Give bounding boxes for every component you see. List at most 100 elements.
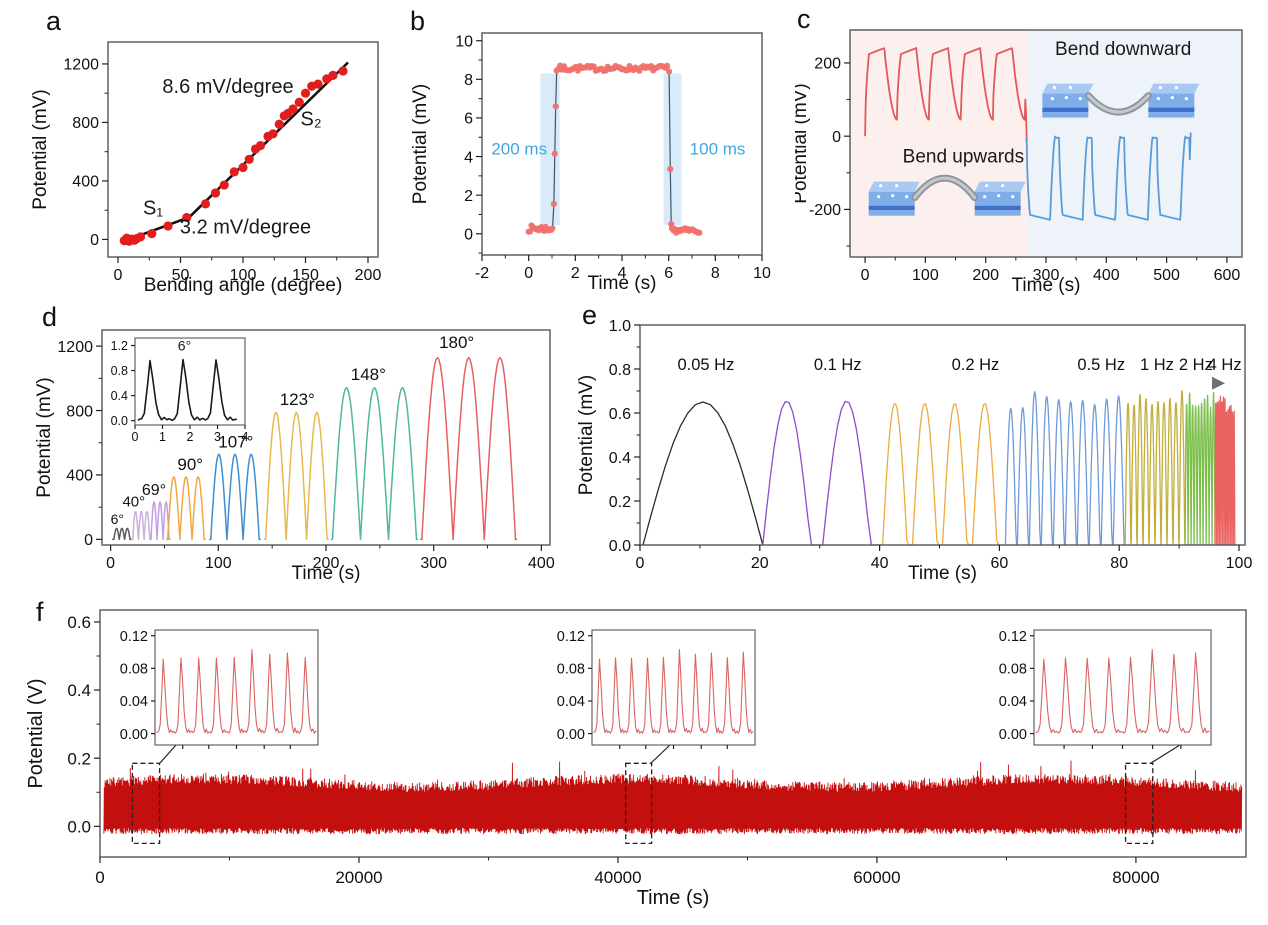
x-axis-label: Time (s) [1012,275,1081,296]
peak-group-label: 123° [280,390,315,409]
background-zone [850,30,1028,257]
annotation: Bend upwards [903,147,1024,168]
x-tick-label: 0 [132,430,139,444]
x-tick-label: 200 [355,267,382,284]
y-tick-label: 0.04 [557,694,585,710]
y-axis-label: Potential (mV) [30,89,51,209]
panel-letter-c: c [797,4,811,34]
y-tick-label: 1.0 [609,318,631,335]
y-tick-label: 0.4 [609,450,631,467]
x-axis-label: Time (s) [292,563,361,584]
y-tick-label: 0.4 [111,389,128,403]
x-tick-label: 0 [114,267,123,284]
x-tick-label: 0 [861,267,870,284]
peak-group-label: 148° [351,365,386,384]
y-axis-label: Potential (mV) [34,377,55,497]
axes: 0 100 200 300 400 500 600 -200 0 200 Time (s) Poten… [795,29,1243,296]
x-tick-label: 50 [172,267,190,284]
peak-group-label: 69° [142,482,166,499]
y-tick-label: 0.00 [999,727,1027,743]
x-tick-label: 200 [972,267,999,284]
zoom-region-box [1124,762,1154,845]
annotation: Bend downward [1055,39,1191,60]
y-tick-label: 0.4 [67,681,91,700]
x-tick-label: 3 [214,430,221,444]
panel-c: c 0 100 200 300 400 500 600 -200 0 200 Time (s) Pot… [795,0,1268,300]
annotation: 100 ms [690,140,746,159]
x-tick-label: 400 [528,555,555,572]
peak-group-label: 107° [218,433,253,452]
x-tick-label: 100 [205,555,232,572]
x-tick-label: -2 [475,265,489,282]
x-tick-label: 80 [1110,555,1128,572]
x-tick-label: 40000 [594,868,641,887]
y-tick-label: 0.08 [120,662,148,678]
axes: 0.00 0.04 0.08 0.12 [557,629,756,749]
annotation: 3.2 mV/degree [180,216,311,238]
annotation: S₁ [143,198,163,220]
y-tick-label: 0.12 [557,629,585,645]
inset-connector-line [650,744,671,764]
step-response [525,62,703,236]
y-tick-label: 0 [84,532,93,549]
peak-group-label: 180° [439,333,474,352]
bend-downward-signal [1025,132,1192,221]
axes: 0.00 0.04 0.08 0.12 [999,629,1212,749]
x-tick-label: 8 [711,265,720,282]
panel-d: d 6° 40° 69° 90° 107° 123° 148° 180° 0 100 200 300 4… [30,300,575,595]
zoom-region-box [131,762,161,845]
measured-points [119,66,348,246]
axes: -2 0 2 4 6 8 10 0 2 4 6 8 10 Time (s) Potential (mV) [410,32,771,294]
y-tick-label: 0.12 [120,629,148,645]
bend-upwards-signal [864,47,1028,140]
y-tick-label: 0 [832,129,841,146]
annotation: 6° [178,338,191,354]
panel-e: e 0.05 Hz 0.1 Hz 0.2 Hz 0.5 Hz 1 Hz 2 Hz 4 Hz 0… [575,300,1268,595]
x-tick-label: 60 [991,555,1009,572]
y-tick-label: 0.00 [557,727,585,743]
x-tick-label: 500 [1153,267,1180,284]
axes: 0 100 200 300 400 0 400 800 1200 Time (s) Potentia… [34,329,555,584]
panel-letter-e: e [582,300,598,330]
y-tick-label: 1200 [63,57,99,74]
background-zone [1027,30,1242,257]
x-tick-label: 200 [313,555,340,572]
y-tick-label: 2 [464,188,473,205]
panel-letter-a: a [46,6,62,36]
panel-f: f 0 20000 40000 60000 80000 0.0 0.2 0.4 0.6 Time … [0,595,1268,925]
y-tick-label: 0.6 [609,406,631,423]
x-tick-label: 2 [187,430,194,444]
zoom-waveform-1 [156,648,317,734]
x-tick-label: 150 [292,267,319,284]
y-tick-label: 1200 [57,339,93,356]
y-tick-label: 1.2 [111,339,128,353]
axes: 0 20000 40000 60000 80000 0.0 0.2 0.4 0.6 Time (s… [25,609,1247,909]
panel-b: b -2 0 2 4 6 8 10 0 2 4 6 8 10 Time (s) Potential (mV)… [398,0,795,300]
y-tick-label: 0.08 [557,662,585,678]
x-tick-label: 300 [420,555,447,572]
axes: 0 1 2 3 4 0.0 0.4 0.8 1.2 [111,337,249,444]
axes: 0 20 40 60 80 100 0.0 0.2 0.4 0.6 0.8 1.0 Time (s) Po… [576,318,1252,584]
y-tick-label: 0.04 [999,694,1027,710]
y-tick-label: 0 [90,232,99,249]
y-tick-label: 0.08 [999,662,1027,678]
x-axis-label: Bending angle (degree) [144,275,343,296]
x-tick-label: 4 [242,430,249,444]
y-axis-label: Potential (V) [25,678,47,788]
y-tick-label: 10 [455,33,473,50]
annotation: S₂ [301,108,322,130]
y-tick-label: 400 [66,468,93,485]
y-tick-label: 0.6 [67,613,91,632]
panel-letter-d: d [42,302,58,332]
six-degree-waveform [137,358,237,422]
x-tick-label: 0 [636,555,645,572]
x-axis-label: Time (s) [637,887,710,909]
y-tick-label: -200 [809,202,841,219]
y-tick-label: 800 [72,115,99,132]
y-tick-label: 0.8 [609,362,631,379]
x-tick-label: 80000 [1112,868,1159,887]
inset-connector-line [159,744,177,764]
x-tick-label: 10 [753,265,771,282]
x-tick-label: 6 [664,265,673,282]
